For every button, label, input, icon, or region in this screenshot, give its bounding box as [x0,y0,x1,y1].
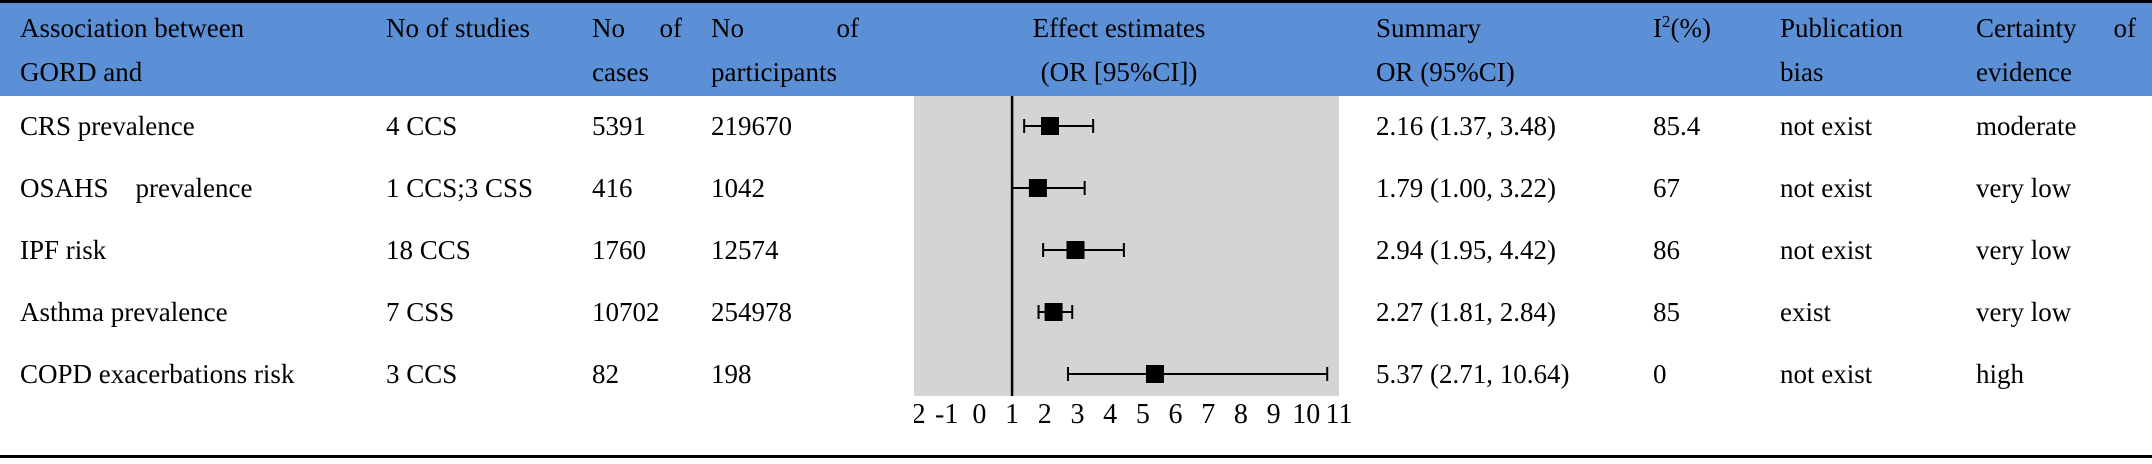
header-cases-of: of [659,13,683,43]
header-participants-line2: participants [711,57,837,87]
header-certainty-line2: evidence [1976,57,2072,87]
header-cases-no: No [592,13,625,43]
cell-bias: not exist [1780,173,1873,203]
cell-bias: not exist [1780,235,1873,265]
point-estimate [1145,365,1164,383]
header-bias-line1: Publication [1780,13,1903,43]
header-i2: I2(%) [1653,6,1711,50]
x-tick-label: 6 [1169,399,1183,430]
cell-i2: 67 [1653,173,1680,203]
point-estimate [1028,179,1047,197]
cell-cases: 82 [592,359,619,389]
cell-participants: 1042 [711,173,765,203]
x-tick-label: -2 [914,399,926,430]
point-estimate [1041,117,1059,135]
x-tick-label: 7 [1201,399,1215,430]
cell-certainty: very low [1976,173,2072,203]
x-tick-label: 10 [1292,399,1320,430]
x-tick-label: 2 [1038,399,1052,430]
cell-studies: 4 CCS [386,111,458,141]
header-association: Association between GORD and [20,6,244,94]
header-cases-line2: cases [592,57,649,87]
plot-background [914,96,1339,396]
header-association-line1: Association between [20,13,245,43]
bottom-rule [0,455,2152,458]
header-certainty-line1a: Certainty [1976,13,2077,43]
header-cases: No of cases [592,6,682,94]
cell-cases: 5391 [592,111,646,141]
header-bias-line2: bias [1780,57,1824,87]
x-tick-label: 8 [1234,399,1248,430]
point-estimate [1044,303,1063,321]
cell-cases: 416 [592,173,633,203]
cell-i2: 0 [1653,359,1667,389]
cell-association: IPF risk [20,235,107,265]
cell-i2: 85 [1653,297,1680,327]
cell-summary: 5.37 (2.71, 10.64) [1376,359,1570,389]
cell-bias: not exist [1780,359,1873,389]
cell-i2: 85.4 [1653,111,1701,141]
header-certainty: Certainty of evidence [1976,6,2136,94]
cell-certainty: moderate [1976,111,2077,141]
header-certainty-line1b: of [2113,13,2137,43]
cell-cases: 10702 [592,297,660,327]
cell-association: COPD exacerbations risk [20,359,295,389]
cell-participants: 219670 [711,111,792,141]
cell-summary: 2.27 (1.81, 2.84) [1376,297,1556,327]
cell-association: Asthma prevalence [20,297,228,327]
cell-studies: 18 CCS [386,235,471,265]
x-tick-label: 3 [1070,399,1084,430]
cell-bias: exist [1780,297,1831,327]
cell-studies: 1 CCS;3 CSS [386,173,534,203]
header-bias: Publication bias [1780,6,1903,94]
cell-summary: 2.16 (1.37, 3.48) [1376,111,1556,141]
cell-certainty: very low [1976,235,2072,265]
header-effect-line1: Effect estimates [1032,13,1206,43]
cell-certainty: high [1976,359,2025,389]
x-tick-label: -1 [935,399,958,430]
header-i2-base: I [1653,13,1662,43]
cell-summary: 2.94 (1.95, 4.42) [1376,235,1556,265]
header-participants-of: of [836,13,860,43]
cell-participants: 254978 [711,297,792,327]
header-studies: No of studies [386,13,530,43]
header-participants-no: No [711,13,744,43]
cell-cases: 1760 [592,235,646,265]
cell-summary: 1.79 (1.00, 3.22) [1376,173,1556,203]
header-summary: Summary OR (95%CI) [1376,6,1515,94]
cell-certainty: very low [1976,297,2072,327]
cell-participants: 198 [711,359,752,389]
cell-studies: 7 CSS [386,297,455,327]
header-association-line2: GORD and [20,57,143,87]
x-tick-label: 4 [1103,399,1117,430]
point-estimate [1066,241,1085,259]
header-i2-sup: 2 [1662,12,1671,31]
cell-i2: 86 [1653,235,1680,265]
x-tick-label: 0 [972,399,986,430]
cell-association: CRS prevalence [20,111,195,141]
x-tick-label: 5 [1136,399,1150,430]
cell-participants: 12574 [711,235,779,265]
cell-bias: not exist [1780,111,1873,141]
header-i2-rest: (%) [1670,13,1711,43]
x-tick-label: 1 [1005,399,1019,430]
header-summary-line2: OR (95%CI) [1376,57,1515,87]
header-effect: Effect estimates (OR [95%CI]) [914,6,1324,94]
cell-association: OSAHS prevalence [20,173,253,203]
x-tick-label: 9 [1267,399,1281,430]
top-rule [0,0,2152,3]
table-header [0,3,2152,96]
header-summary-line1: Summary [1376,13,1481,43]
header-effect-line2: (OR [95%CI]) [1040,57,1198,87]
cell-studies: 3 CCS [386,359,458,389]
header-participants: No of participants [711,6,859,94]
x-tick-label: 11 [1326,399,1353,430]
